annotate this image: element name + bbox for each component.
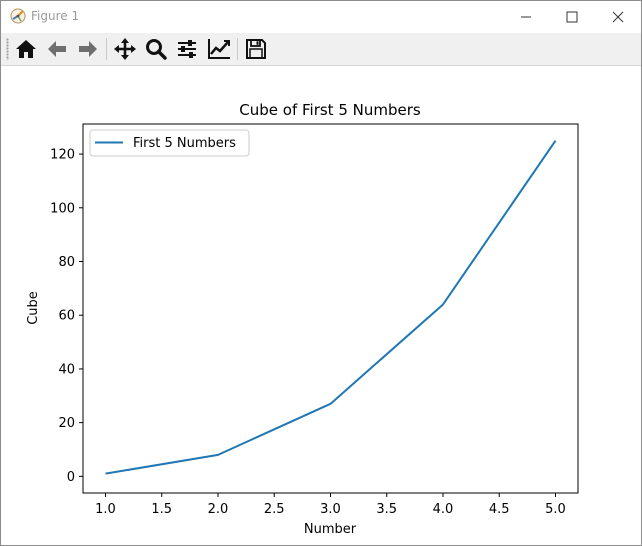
pan-button[interactable] [112, 36, 138, 62]
back-button[interactable] [44, 36, 70, 62]
forward-arrow-icon [79, 41, 97, 57]
y-axis-ticks: 0 20 40 60 80 100 120 [50, 148, 83, 485]
x-tick-label: 4.5 [489, 502, 510, 517]
x-tick-label: 1.0 [95, 502, 116, 517]
matplotlib-logo-icon [10, 8, 26, 24]
x-tick-label: 2.5 [264, 502, 285, 517]
y-tick-label: 60 [58, 309, 75, 324]
edit-axis-button[interactable] [206, 36, 232, 62]
configure-subplots-button[interactable] [174, 36, 200, 62]
pan-icon [114, 38, 136, 60]
axes-frame [82, 123, 579, 494]
series-line [105, 140, 557, 475]
home-button[interactable] [13, 36, 39, 62]
x-tick-label: 3.5 [376, 502, 397, 517]
toolbar-grip [6, 38, 9, 60]
chart-title: Cube of First 5 Numbers [239, 101, 421, 119]
x-axis-ticks: 1.0 1.5 2.0 2.5 3.0 3.5 4.0 4.5 5.0 [95, 493, 566, 517]
x-tick-label: 2.0 [208, 502, 229, 517]
legend-label: First 5 Numbers [133, 136, 236, 151]
window-title: Figure 1 [31, 9, 80, 23]
y-axis-label: Cube [26, 291, 41, 325]
edit-axis-icon [208, 39, 230, 59]
close-icon [612, 11, 624, 23]
x-axis-label: Number [304, 522, 357, 537]
maximize-icon [566, 11, 578, 23]
series-layer [105, 140, 557, 475]
configure-subplots-icon [178, 40, 196, 58]
close-button[interactable] [595, 1, 641, 33]
x-tick-label: 4.0 [433, 502, 454, 517]
y-tick-label: 0 [67, 470, 75, 485]
x-tick-label: 1.5 [151, 502, 172, 517]
maximize-button[interactable] [549, 1, 595, 33]
y-tick-label: 100 [50, 201, 75, 216]
y-tick-label: 80 [58, 255, 75, 270]
title-bar: Figure 1 [1, 1, 641, 33]
home-icon [16, 40, 36, 58]
x-tick-label: 3.0 [320, 502, 341, 517]
line-chart: Cube of First 5 Numbers 020406080100120 … [26, 101, 579, 537]
zoom-icon [146, 39, 167, 60]
legend: First 5 Numbers [89, 129, 250, 157]
zoom-button[interactable] [143, 36, 169, 62]
forward-button[interactable] [75, 36, 101, 62]
minimize-button[interactable] [503, 1, 549, 33]
save-button[interactable] [243, 36, 269, 62]
y-tick-label: 40 [58, 362, 75, 377]
minimize-icon [521, 16, 531, 18]
navigation-toolbar [1, 33, 641, 66]
y-tick-label: 20 [58, 416, 75, 431]
back-arrow-icon [48, 41, 66, 57]
x-tick-label: 5.0 [545, 502, 566, 517]
legend-box [89, 129, 250, 157]
y-tick-label: 120 [50, 148, 75, 163]
save-icon [246, 39, 266, 59]
toolbar-separator [237, 38, 238, 60]
toolbar-separator [106, 38, 107, 60]
figure-canvas[interactable]: Cube of First 5 Numbers 0 20 40 60 80 100 120 … [1, 66, 641, 545]
